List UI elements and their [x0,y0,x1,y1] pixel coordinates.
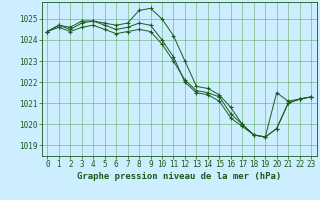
X-axis label: Graphe pression niveau de la mer (hPa): Graphe pression niveau de la mer (hPa) [77,172,281,181]
